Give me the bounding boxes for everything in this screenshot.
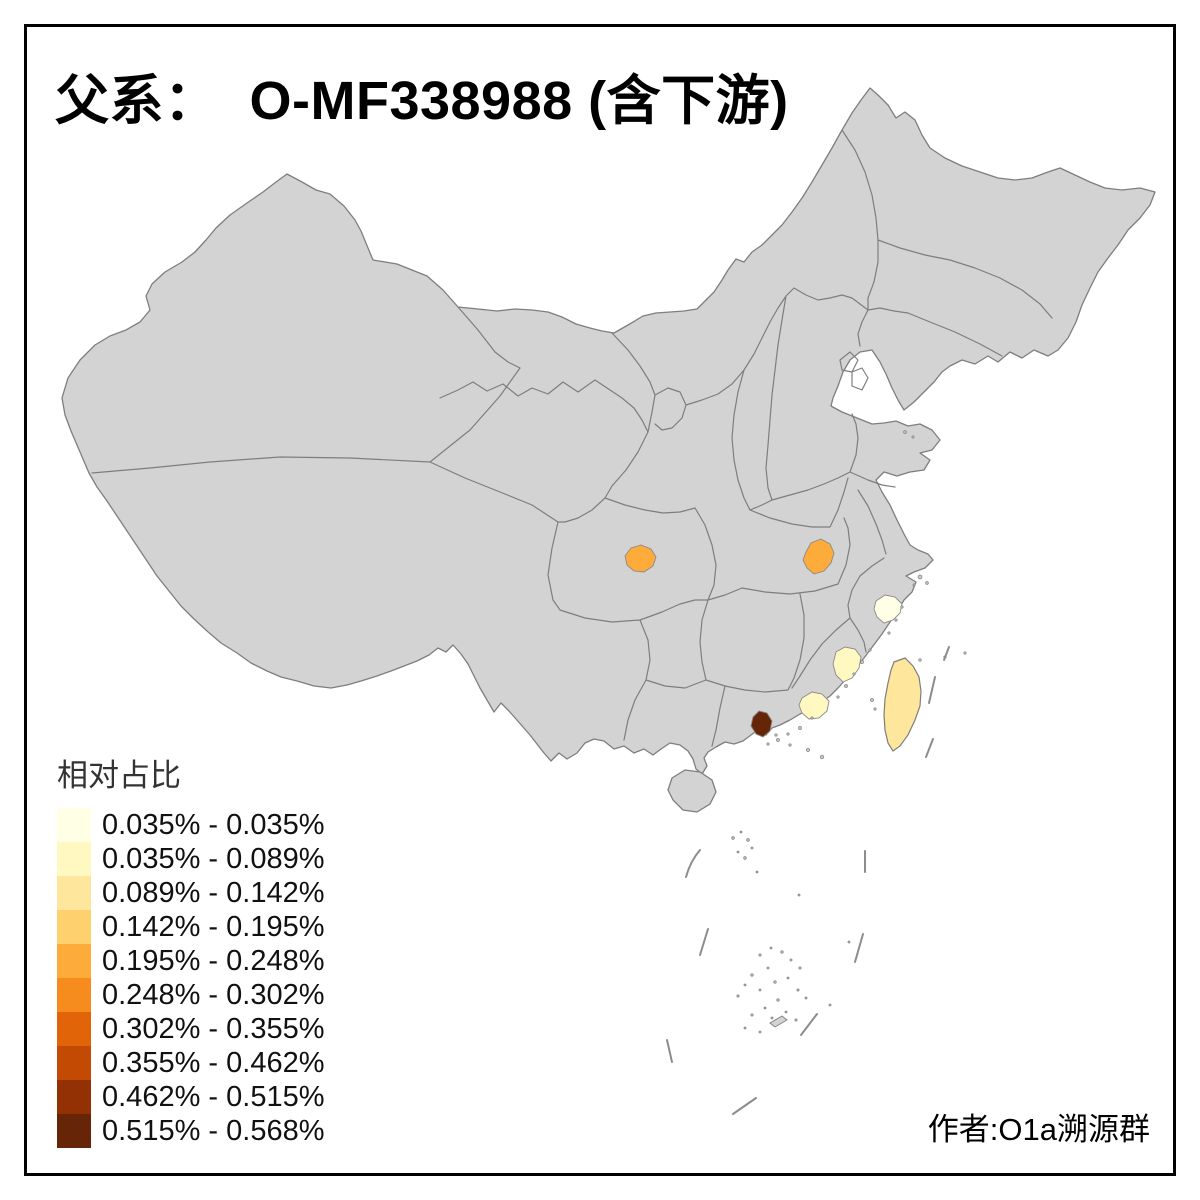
region-east-sichuan — [624, 544, 657, 573]
region-coastal-zhejiang — [873, 594, 903, 624]
legend-label: 0.035% - 0.089% — [102, 843, 325, 875]
nine-dash-line — [666, 646, 950, 1115]
legend-swatch — [57, 944, 91, 978]
region-hubei — [802, 538, 835, 575]
legend-swatch — [57, 1080, 91, 1114]
map-title: 父系： O-MF338988 (含下游) — [55, 71, 789, 131]
legend-swatch — [57, 1114, 91, 1148]
legend-row: 0.089% - 0.142% — [55, 876, 324, 910]
mainland-china — [61, 87, 1156, 775]
region-coastal-guangdong-dark — [750, 710, 773, 738]
region-taiwan — [883, 657, 922, 752]
legend-swatch — [57, 876, 91, 910]
legend-row: 0.248% - 0.302% — [55, 978, 324, 1012]
legend-label: 0.302% - 0.355% — [102, 1013, 325, 1045]
legend-label: 0.089% - 0.142% — [102, 877, 325, 909]
legend-title: 相对占比 — [57, 758, 181, 793]
hainan-island — [667, 769, 717, 813]
legend-swatch — [57, 910, 91, 944]
legend: 相对占比 0.035% - 0.035% 0.035% - 0.089% 0.0… — [55, 750, 324, 1148]
province-borders — [91, 129, 1053, 747]
legend-label: 0.248% - 0.302% — [102, 979, 325, 1011]
legend-row: 0.515% - 0.568% — [55, 1114, 324, 1148]
legend-swatch — [57, 1012, 91, 1046]
legend-row: 0.302% - 0.355% — [55, 1012, 324, 1046]
legend-label: 0.035% - 0.035% — [102, 809, 325, 841]
legend-label: 0.515% - 0.568% — [102, 1115, 325, 1147]
region-coastal-fujian — [832, 646, 862, 683]
legend-rows: 0.035% - 0.035% 0.035% - 0.089% 0.089% -… — [55, 808, 324, 1148]
legend-label: 0.142% - 0.195% — [102, 911, 325, 943]
legend-row: 0.355% - 0.462% — [55, 1046, 324, 1080]
legend-swatch — [57, 1046, 91, 1080]
attribution: 作者:O1a溯源群 — [927, 1112, 1150, 1147]
legend-swatch — [57, 978, 91, 1012]
legend-swatch — [57, 808, 91, 842]
legend-row: 0.195% - 0.248% — [55, 944, 324, 978]
region-east-guangdong — [798, 691, 830, 720]
legend-swatch — [57, 842, 91, 876]
legend-row: 0.035% - 0.035% — [55, 808, 324, 842]
legend-row: 0.142% - 0.195% — [55, 910, 324, 944]
legend-label: 0.355% - 0.462% — [102, 1047, 325, 1079]
legend-row: 0.035% - 0.089% — [55, 842, 324, 876]
legend-label: 0.195% - 0.248% — [102, 945, 325, 977]
legend-row: 0.462% - 0.515% — [55, 1080, 324, 1114]
legend-label: 0.462% - 0.515% — [102, 1081, 325, 1113]
south-china-sea-islands — [731, 830, 851, 1034]
